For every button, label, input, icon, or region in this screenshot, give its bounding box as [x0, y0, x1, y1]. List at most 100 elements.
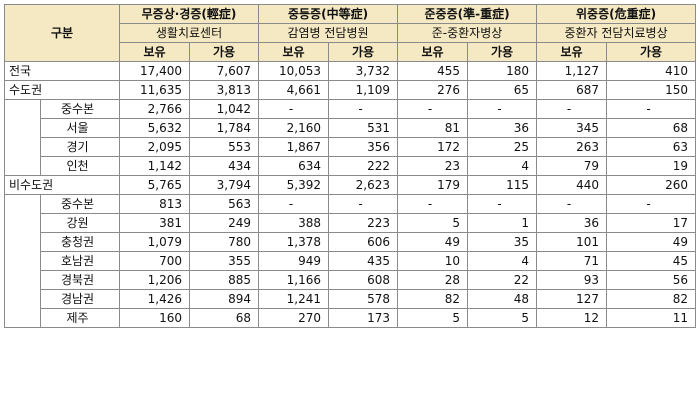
held-value: -	[258, 194, 330, 214]
held-value: 36	[536, 213, 608, 233]
held-header: 보유	[258, 42, 330, 62]
available-value: 180	[467, 61, 538, 81]
available-value: 82	[606, 289, 697, 309]
subregion-label: 중수본	[40, 194, 120, 214]
available-value: 173	[328, 308, 399, 328]
held-value: 23	[397, 156, 469, 176]
available-value: 222	[328, 156, 399, 176]
table-row: 수도권 11,635 3,813 4,661 1,109 276 65 687 150	[4, 80, 697, 100]
held-value: 5,632	[119, 118, 190, 138]
available-value: 260	[606, 175, 697, 195]
held-value: 10,053	[258, 61, 330, 81]
subregion-label: 인천	[40, 156, 120, 176]
table-row: 전국 17,400 7,607 10,053 3,732 455 180 1,127 410	[4, 61, 697, 81]
available-value: 150	[606, 80, 697, 100]
held-value: 82	[397, 289, 469, 309]
held-value: 10	[397, 251, 469, 271]
available-value: 553	[188, 137, 260, 157]
held-value: 345	[536, 118, 608, 138]
category-header: 구분	[4, 4, 120, 62]
available-value: 894	[188, 289, 260, 309]
held-value: 455	[397, 61, 469, 81]
available-value: 223	[328, 213, 399, 233]
available-value: 45	[606, 251, 697, 271]
indent-cell	[4, 289, 41, 309]
held-value: 1,241	[258, 289, 330, 309]
available-value: -	[328, 194, 399, 214]
available-value: 68	[188, 308, 260, 328]
group-title-severe: 위중증(危重症)	[536, 4, 697, 24]
table-row: 경북권 1,206 885 1,166 608 28 22 93 56	[4, 270, 697, 290]
held-value: -	[258, 99, 330, 119]
held-value: 276	[397, 80, 469, 100]
available-value: 25	[467, 137, 538, 157]
held-value: 1,378	[258, 232, 330, 252]
available-value: 435	[328, 251, 399, 271]
held-value: -	[397, 99, 469, 119]
held-value: 2,095	[119, 137, 190, 157]
held-value: 388	[258, 213, 330, 233]
available-value: 1,784	[188, 118, 260, 138]
subregion-label: 경기	[40, 137, 120, 157]
held-value: 700	[119, 251, 190, 271]
held-value: 93	[536, 270, 608, 290]
subregion-label: 서울	[40, 118, 120, 138]
held-value: 101	[536, 232, 608, 252]
held-value: -	[397, 194, 469, 214]
available-value: 356	[328, 137, 399, 157]
facility-moderate: 감염병 전담병원	[258, 23, 399, 43]
available-header: 가용	[467, 42, 538, 62]
subregion-label: 제주	[40, 308, 120, 328]
table-row: 비수도권 5,765 3,794 5,392 2,623 179 115 440 260	[4, 175, 697, 195]
subregion-label: 경북권	[40, 270, 120, 290]
held-value: 2,766	[119, 99, 190, 119]
subregion-label: 강원	[40, 213, 120, 233]
available-value: 1,042	[188, 99, 260, 119]
indent-cell	[4, 213, 41, 233]
header-row-groups: 구분 무증상·경증(輕症) 중등증(中等症) 준중증(準-重症) 위중증(危重症…	[4, 4, 697, 62]
held-value: 160	[119, 308, 190, 328]
available-value: 65	[467, 80, 538, 100]
available-value: 1,109	[328, 80, 399, 100]
held-value: 5,765	[119, 175, 190, 195]
available-value: 608	[328, 270, 399, 290]
available-value: 63	[606, 137, 697, 157]
available-value: 36	[467, 118, 538, 138]
indent-cell	[4, 194, 41, 214]
available-value: 780	[188, 232, 260, 252]
held-value: 1,426	[119, 289, 190, 309]
held-value: 179	[397, 175, 469, 195]
held-value: 263	[536, 137, 608, 157]
available-value: 2,623	[328, 175, 399, 195]
held-value: 1,166	[258, 270, 330, 290]
table-row: 경남권 1,426 894 1,241 578 82 48 127 82	[4, 289, 697, 309]
table-row: 경기 2,095 553 1,867 356 172 25 263 63	[4, 137, 697, 157]
available-value: 115	[467, 175, 538, 195]
available-value: 11	[606, 308, 697, 328]
available-value: 885	[188, 270, 260, 290]
held-value: 1,867	[258, 137, 330, 157]
region-label: 수도권	[4, 80, 120, 100]
table-body: 구분 무증상·경증(輕症) 중등증(中等症) 준중증(準-重症) 위중증(危重症…	[4, 4, 697, 328]
held-value: 71	[536, 251, 608, 271]
header-row-facilities: 생활치료센터 감염병 전담병원 준-중환자병상 중환자 전담치료병상	[5, 23, 697, 43]
facility-semi-severe: 준-중환자병상	[397, 23, 538, 43]
table-row: 인천 1,142 434 634 222 23 4 79 19	[4, 156, 697, 176]
subregion-label: 중수본	[40, 99, 120, 119]
held-header: 보유	[397, 42, 469, 62]
bed-capacity-table: 구분 무증상·경증(輕症) 중등증(中等症) 준중증(準-重症) 위중증(危重症…	[4, 4, 697, 328]
group-title-moderate: 중등증(中等症)	[258, 4, 399, 24]
held-value: 381	[119, 213, 190, 233]
held-value: 49	[397, 232, 469, 252]
held-value: 1,127	[536, 61, 608, 81]
available-value: 434	[188, 156, 260, 176]
group-title-mild: 무증상·경증(輕症)	[118, 4, 260, 24]
available-header: 가용	[606, 42, 697, 62]
available-value: 4	[467, 156, 538, 176]
indent-cell	[4, 232, 41, 252]
held-value: 2,160	[258, 118, 330, 138]
available-value: 410	[606, 61, 697, 81]
group-title-semi-severe: 준중증(準-重症)	[397, 4, 538, 24]
available-header: 가용	[328, 42, 399, 62]
table-row: 서울 5,632 1,784 2,160 531 81 36 345 68	[4, 118, 697, 138]
